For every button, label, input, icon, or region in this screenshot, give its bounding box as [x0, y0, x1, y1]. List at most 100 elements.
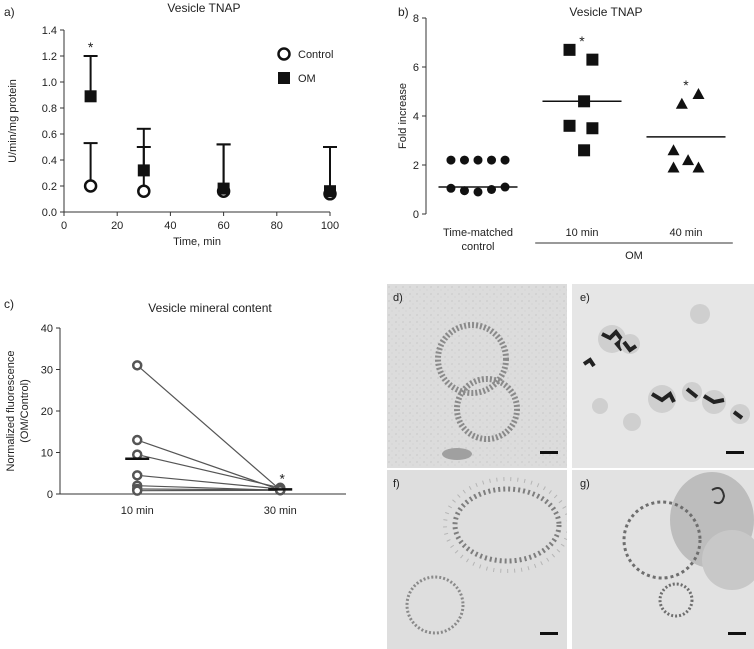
c-category-label: 10 min [121, 505, 154, 517]
b-point [563, 43, 576, 56]
b-significance-star: * [683, 77, 689, 93]
c-y-axis-label: Normalized fluorescence [5, 350, 17, 471]
micrograph-d: d) [387, 284, 567, 468]
c-y-tick-label: 20 [41, 406, 53, 418]
b-category-label: control [461, 241, 494, 253]
c-y-tick-label: 0 [47, 489, 53, 501]
c-category-label: 30 min [264, 505, 297, 517]
b-category-label: Time-matched [443, 227, 513, 239]
panel-label-a: a) [4, 5, 15, 19]
chart-c-title: Vesicle mineral content [148, 301, 272, 315]
a-x-tick-label: 80 [271, 220, 283, 232]
c-paired-line [137, 488, 281, 491]
a-point-om [324, 185, 336, 198]
b-point [459, 186, 469, 196]
b-y-tick-label: 6 [413, 62, 419, 74]
a-significance-star: * [88, 39, 94, 55]
a-point-control [83, 179, 98, 193]
micrograph-g: g) [572, 470, 754, 649]
b-point [487, 155, 497, 165]
a-x-tick-label: 100 [321, 220, 339, 232]
c-paired-line [136, 364, 281, 491]
c-y-tick-label: 40 [41, 323, 53, 335]
c-point-10min [131, 470, 143, 481]
a-y-tick-label: 0.6 [42, 129, 57, 141]
b-point [586, 53, 599, 66]
c-y-tick-label: 30 [41, 365, 53, 377]
c-point-10min [131, 449, 143, 460]
a-point-om [217, 182, 230, 195]
b-significance-star: * [579, 33, 585, 49]
a-x-tick-label: 60 [217, 220, 229, 232]
micrograph-e: e) [572, 284, 754, 468]
scale-bar-g [728, 632, 746, 635]
c-paired-line [137, 453, 281, 489]
b-point [473, 155, 483, 165]
panel-label-b: b) [398, 5, 409, 19]
c-paired-line [137, 439, 281, 491]
a-x-tick-label: 20 [111, 220, 123, 232]
c-point-10min [131, 434, 143, 446]
a-y-tick-label: 0.0 [42, 207, 57, 219]
c-point-10min [131, 485, 143, 496]
c-y-tick-label: 10 [41, 448, 53, 460]
b-y-tick-label: 2 [413, 160, 419, 172]
b-category-label: 10 min [565, 227, 598, 239]
panel-label-c: c) [4, 297, 14, 311]
b-point [675, 97, 688, 109]
b-point [667, 144, 680, 156]
a-legend-label: Control [298, 49, 333, 61]
a-point-control [137, 184, 151, 198]
b-y-axis-label: Fold increase [397, 83, 409, 149]
b-point [446, 155, 456, 165]
b-point [578, 144, 591, 157]
c-y-axis-label: (OM/Control) [19, 379, 31, 443]
a-y-tick-label: 0.2 [42, 181, 57, 193]
b-point [586, 122, 599, 135]
a-legend-marker [277, 47, 291, 61]
a-y-tick-label: 1.2 [42, 51, 57, 63]
scale-bar-e [726, 451, 744, 454]
a-y-tick-label: 0.8 [42, 103, 57, 115]
a-y-axis-label: U/min/mg protein [7, 79, 19, 163]
a-point-om [137, 164, 150, 177]
chart-a-title: Vesicle TNAP [167, 1, 240, 15]
a-legend-label: OM [298, 73, 316, 85]
b-point [446, 183, 456, 193]
b-point [692, 87, 705, 99]
a-legend-marker [278, 72, 290, 84]
scale-bar-d [540, 451, 558, 454]
b-y-tick-label: 8 [413, 13, 419, 25]
a-y-tick-label: 0.4 [42, 155, 57, 167]
c-paired-line [137, 474, 281, 490]
chart-a: a) Vesicle TNAP 0.0 0.2 0.4 0.6 0.8 1.0 1.2 1.4… [4, 1, 339, 248]
a-x-axis-label: Time, min [173, 236, 221, 248]
a-x-tick-label: 40 [164, 220, 176, 232]
a-x-tick-label: 0 [61, 220, 67, 232]
chart-b: b) Vesicle TNAP 0 2 4 6 8 Fold increase * * Time… [397, 5, 733, 262]
b-category-label: 40 min [669, 227, 702, 239]
b-point [500, 155, 510, 165]
c-point-10min [131, 360, 143, 371]
b-point [692, 161, 705, 173]
micrograph-d-label: d) [393, 292, 403, 304]
b-point [563, 119, 576, 132]
a-y-tick-label: 1.0 [42, 77, 57, 89]
chart-c: c) Vesicle mineral content 0 10 20 30 40 Norm… [4, 297, 346, 517]
micrograph-f: f) [387, 470, 567, 649]
micrograph-g-label: g) [580, 478, 590, 490]
chart-b-title: Vesicle TNAP [569, 5, 642, 19]
b-group-label: OM [625, 250, 643, 262]
b-point [473, 187, 483, 197]
b-point [667, 161, 680, 173]
scale-bar-f [540, 632, 558, 635]
b-y-tick-label: 0 [413, 209, 419, 221]
c-significance-star: * [279, 470, 285, 486]
b-point [682, 154, 695, 166]
b-y-tick-label: 4 [413, 111, 419, 123]
b-point [459, 155, 469, 165]
micrograph-e-label: e) [580, 292, 590, 304]
micrograph-f-label: f) [393, 478, 400, 490]
a-point-om [84, 90, 97, 103]
a-y-tick-label: 1.4 [42, 25, 57, 37]
